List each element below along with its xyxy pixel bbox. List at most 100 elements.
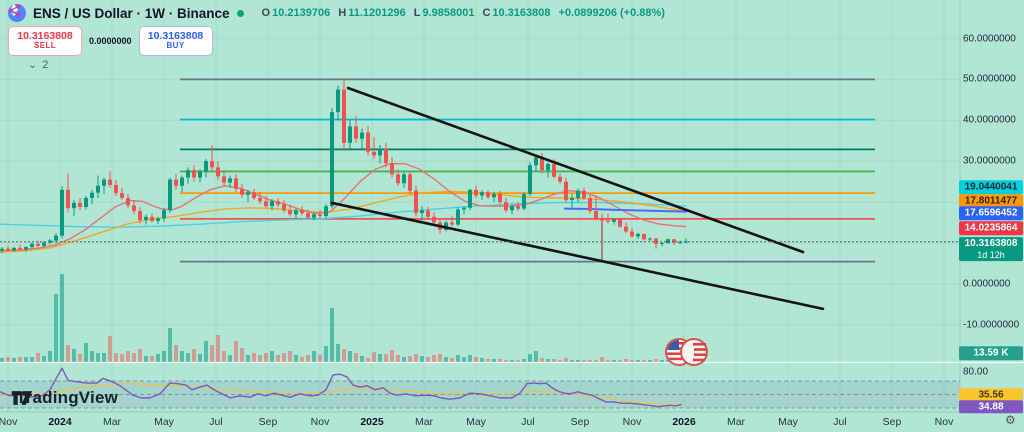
axis-settings-gear-icon[interactable]: ⚙ [1005, 413, 1016, 427]
tradingview-watermark: TradingView [10, 388, 118, 408]
price-axis-label: 30.0000000 [963, 155, 1016, 167]
high-value: 11.1201296 [348, 7, 406, 19]
price-axis-label: 60.0000000 [963, 33, 1016, 45]
volume-bar [582, 360, 586, 362]
sell-price: 10.3163808 [17, 29, 73, 42]
price-axis-label: 40.0000000 [963, 114, 1016, 126]
time-axis-month-label[interactable]: Mar [414, 416, 434, 428]
candle-body [528, 165, 532, 194]
ohlc-readout: O 10.2139706 H 11.1201296 L 9.9858001 C 10.3… [262, 7, 665, 19]
candle-body [432, 216, 436, 223]
candle-body [678, 242, 682, 244]
candle-body [564, 181, 568, 201]
candle-body [594, 211, 598, 219]
volume-bar [156, 354, 160, 362]
time-axis-month-label[interactable]: Nov [622, 416, 642, 428]
trendline-drawing[interactable] [330, 201, 825, 311]
candle-body [342, 89, 346, 143]
candle-body [360, 132, 364, 139]
candle-body [216, 167, 220, 177]
candle-body [552, 164, 556, 177]
volume-bar [96, 353, 100, 362]
time-axis-year-label[interactable]: 2024 [48, 416, 72, 428]
candle-body [30, 243, 34, 248]
volume-bar [114, 353, 118, 362]
volume-bar [264, 353, 268, 362]
time-axis-month-label[interactable]: Jul [521, 416, 535, 428]
volume-bar [642, 360, 646, 362]
symbol-header: ENS / US Dollar · 1W · Binance O 10.21397… [8, 4, 665, 22]
volume-bar [192, 349, 196, 362]
candle-body [414, 190, 418, 214]
sell-button[interactable]: 10.3163808 SELL [8, 26, 82, 56]
market-status-dot-icon[interactable] [236, 9, 244, 17]
candle-body [186, 170, 190, 178]
volume-bar [228, 355, 232, 362]
candle-body [300, 210, 304, 214]
time-axis-month-label[interactable]: Sep [882, 416, 902, 428]
candle-body [84, 198, 88, 208]
candle-body [102, 179, 106, 186]
volume-bar [594, 360, 598, 362]
time-axis-month-label[interactable]: May [154, 416, 174, 428]
time-axis-month-label[interactable]: Mar [102, 416, 122, 428]
candle-body [450, 222, 454, 225]
volume-bar [558, 360, 562, 362]
volume-bar [546, 359, 550, 362]
volume-bar [420, 356, 424, 362]
volume-bar [540, 358, 544, 362]
candle-body [534, 157, 538, 166]
trendline-drawing[interactable] [346, 86, 805, 254]
volume-bar [72, 349, 76, 362]
indicators-collapse-toggle[interactable]: ⌄ 2 [28, 58, 48, 72]
volume-bar [432, 355, 436, 362]
time-axis-year-label[interactable]: 2026 [672, 416, 696, 428]
time-axis-month-label[interactable]: Nov [0, 416, 18, 428]
volume-bar [138, 349, 142, 362]
volume-bar [24, 357, 28, 362]
time-axis-month-label[interactable]: Jul [833, 416, 847, 428]
candle-body [246, 192, 250, 195]
candle-body [78, 202, 82, 208]
volume-bar [624, 359, 628, 362]
price-axis-badge: 13.59 K [959, 346, 1023, 360]
volume-bar [312, 351, 316, 362]
time-axis-month-label[interactable]: Sep [570, 416, 590, 428]
volume-bar [66, 345, 70, 362]
candle-body [108, 179, 112, 185]
volume-bar [288, 351, 292, 362]
candle-body [252, 192, 256, 199]
price-axis-label: 0.0000000 [963, 278, 1011, 290]
volume-bar [210, 345, 214, 362]
candle-body [72, 202, 76, 209]
volume-bar [180, 351, 184, 362]
candle-body [312, 214, 316, 218]
candle-body [504, 202, 508, 211]
candle-body [666, 239, 670, 243]
time-axis-month-label[interactable]: Nov [934, 416, 954, 428]
time-axis-year-label[interactable]: 2025 [360, 416, 384, 428]
symbol-title[interactable]: ENS / US Dollar · 1W · Binance [33, 5, 230, 21]
volume-bar [534, 351, 538, 362]
time-axis-month-label[interactable]: May [778, 416, 798, 428]
time-axis-month-label[interactable]: Mar [726, 416, 746, 428]
buy-button[interactable]: 10.3163808 BUY [138, 26, 213, 56]
time-axis-month-label[interactable]: Jul [209, 416, 223, 428]
volume-bar [522, 359, 526, 362]
time-axis-month-label[interactable]: May [466, 416, 486, 428]
candle-body [96, 185, 100, 193]
volume-bar [468, 355, 472, 362]
volume-bar [132, 353, 136, 362]
volume-bar [618, 360, 622, 362]
time-axis-month-label[interactable]: Sep [258, 416, 278, 428]
candle-body [138, 211, 142, 221]
candle-body [492, 193, 496, 198]
candle-body [570, 198, 574, 201]
candle-body [324, 206, 328, 217]
price-axis-badge: 19.0440041 [959, 180, 1023, 194]
volume-bar [564, 358, 568, 362]
time-axis-month-label[interactable]: Nov [310, 416, 330, 428]
volume-bar [258, 355, 262, 362]
